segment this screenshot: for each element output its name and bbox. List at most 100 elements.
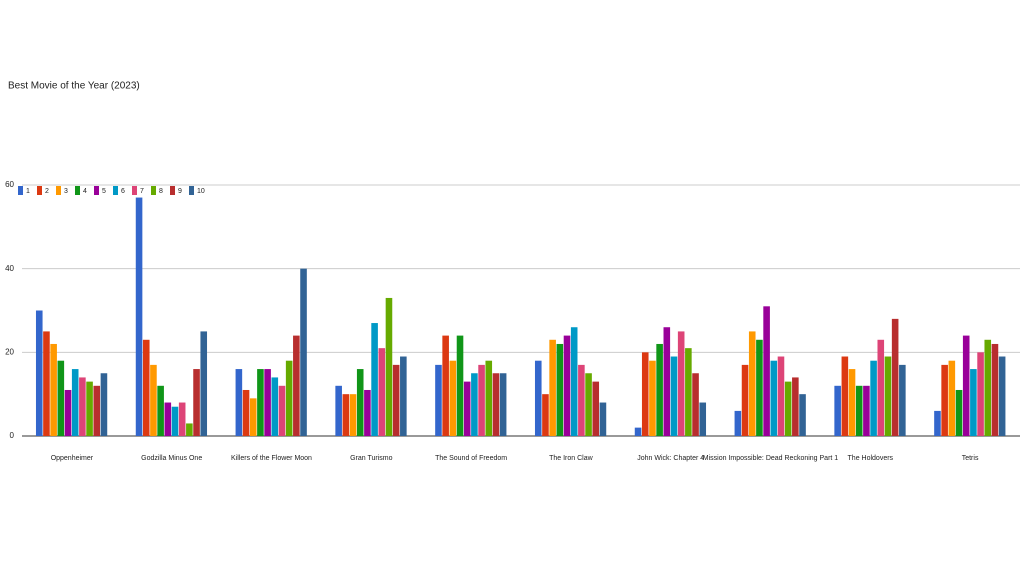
bar (392, 364, 400, 436)
bar (456, 335, 464, 436)
bar (763, 306, 770, 436)
legend-swatch (75, 186, 80, 195)
bar (899, 364, 906, 436)
bar (542, 394, 549, 436)
bar (641, 352, 649, 436)
bar (142, 339, 150, 436)
bar (841, 356, 849, 436)
bar (977, 352, 984, 436)
bar (748, 331, 756, 436)
y-tick-label: 20 (5, 347, 14, 356)
x-tick-label: Oppenheimer (51, 455, 94, 462)
bar (534, 360, 542, 436)
bar (863, 385, 870, 436)
bar (585, 373, 592, 436)
bar (43, 331, 50, 436)
bar (991, 343, 999, 436)
bar (499, 373, 507, 436)
x-tick-label: Tetris (962, 455, 979, 462)
bar (463, 381, 471, 436)
x-tick-label: The Iron Claw (549, 455, 594, 462)
bar (50, 343, 57, 436)
bar (285, 360, 293, 436)
bar (563, 335, 571, 436)
legend-label: 4 (83, 188, 87, 195)
y-tick-label: 60 (5, 180, 14, 189)
legend-swatch (94, 186, 99, 195)
bar (770, 360, 778, 436)
bar (57, 360, 65, 436)
legend-label: 9 (178, 188, 182, 195)
bar (178, 402, 186, 436)
bar (157, 385, 164, 436)
bar (385, 297, 393, 436)
bar (599, 402, 607, 436)
bar (634, 427, 642, 436)
x-tick-label: John Wick: Chapter 4 (637, 455, 704, 462)
bar (570, 327, 578, 436)
bar (35, 310, 43, 436)
bar (342, 394, 350, 436)
legend-label: 3 (64, 188, 68, 195)
bar (891, 318, 899, 436)
bar (948, 360, 956, 436)
bar (349, 394, 357, 436)
bar (970, 369, 977, 436)
bar (257, 369, 264, 436)
bar (264, 369, 271, 436)
bar (877, 339, 885, 436)
bar (578, 364, 585, 436)
bar (941, 364, 948, 436)
legend-label: 5 (102, 188, 106, 195)
bar (100, 373, 108, 436)
bar (784, 381, 792, 436)
x-tick-label: The Holdovers (848, 455, 894, 462)
legend-swatch (170, 186, 175, 195)
bar (164, 402, 172, 436)
bar (135, 197, 143, 436)
bar (962, 335, 970, 436)
bar (171, 406, 179, 436)
bar (998, 356, 1006, 436)
bar (193, 369, 200, 436)
bar (870, 360, 877, 436)
bar (435, 364, 442, 436)
bar (150, 364, 157, 436)
bar (400, 356, 407, 436)
bar (86, 381, 93, 436)
bar (271, 377, 279, 436)
bar (186, 423, 193, 436)
bar (777, 356, 785, 436)
bar (300, 268, 307, 436)
bar (485, 360, 493, 436)
bar (242, 389, 250, 436)
bar (356, 369, 364, 436)
bar (549, 339, 556, 436)
legend-swatch (18, 186, 23, 195)
bar (741, 364, 749, 436)
bar (799, 394, 806, 436)
bar (834, 385, 841, 436)
y-tick-label: 0 (10, 431, 15, 440)
bar (685, 348, 692, 436)
legend-label: 1 (26, 188, 30, 195)
bar (884, 356, 892, 436)
bar (93, 385, 101, 436)
bar (79, 377, 86, 436)
bar (442, 335, 449, 436)
x-tick-label: Killers of the Flower Moon (231, 455, 312, 462)
bar (984, 339, 992, 436)
legend-swatch (189, 186, 194, 195)
bar (471, 373, 478, 436)
bar (364, 389, 371, 436)
chart-title: Best Movie of the Year (2023) (8, 81, 140, 92)
legend-swatch (56, 186, 61, 195)
bar (556, 343, 564, 436)
x-tick-label: Gran Turismo (350, 455, 393, 462)
bar (855, 385, 863, 436)
bar (734, 410, 742, 436)
bar (955, 389, 963, 436)
legend-label: 8 (159, 188, 163, 195)
legend-label: 6 (121, 188, 125, 195)
